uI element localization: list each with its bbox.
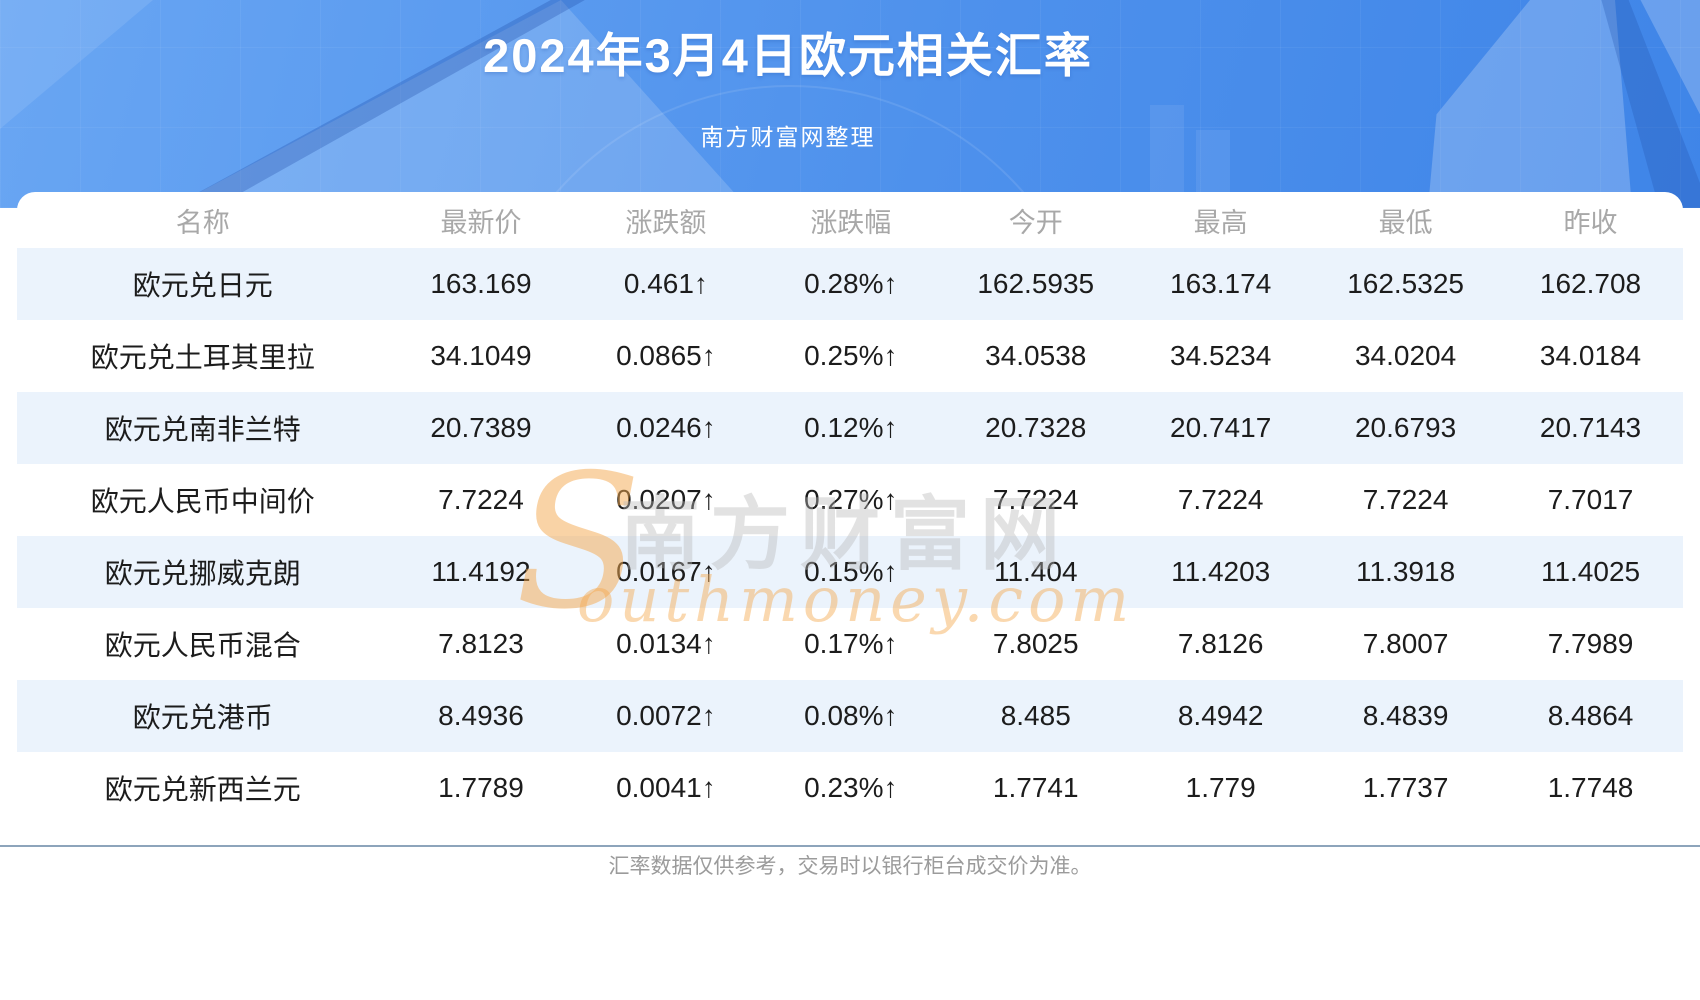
cell-low: 8.4839	[1362, 700, 1449, 731]
cell-change-amount: 0.0134↑	[616, 628, 716, 659]
cell-high: 11.4203	[1171, 556, 1271, 587]
cell-open: 7.7224	[992, 484, 1079, 515]
cell-prev-close: 162.708	[1539, 268, 1642, 299]
cell-prev-close: 7.7017	[1547, 484, 1634, 515]
cell-change-amount: 0.461↑	[623, 268, 708, 299]
table-body: 欧元兑日元 163.169 0.461↑ 0.28%↑ 162.5935 163…	[17, 248, 1683, 824]
banner	[0, 0, 1700, 208]
cell-currency-pair-name: 欧元兑日元	[132, 270, 273, 301]
cell-open: 7.8025	[992, 628, 1079, 659]
rates-table: 名称 最新价 涨跌额 涨跌幅 今开 最高 最低 昨收 欧元兑日元 163.169…	[17, 192, 1683, 824]
cell-high: 20.7417	[1170, 412, 1272, 443]
table-row: 欧元兑土耳其里拉 34.1049 0.0865↑ 0.25%↑ 34.0538 …	[17, 320, 1683, 392]
cell-latest-price: 163.169	[430, 268, 532, 299]
cell-currency-pair-name: 欧元兑港币	[132, 702, 273, 733]
cell-latest-price: 11.4192	[431, 556, 531, 587]
cell-low: 11.3918	[1356, 556, 1456, 587]
column-header-high: 最高	[1193, 207, 1248, 238]
cell-open: 11.404	[993, 556, 1078, 587]
cell-change-amount: 0.0167↑	[616, 556, 716, 587]
cell-low: 34.0204	[1354, 340, 1457, 371]
cell-currency-pair-name: 欧元兑挪威克朗	[104, 558, 301, 589]
cell-high: 34.5234	[1170, 340, 1272, 371]
cell-prev-close: 20.7143	[1539, 412, 1642, 443]
cell-low: 1.7737	[1362, 772, 1449, 803]
cell-currency-pair-name: 欧元人民币中间价	[90, 486, 315, 517]
cell-change-amount: 0.0072↑	[616, 700, 716, 731]
table-row: 欧元人民币混合 7.8123 0.0134↑ 0.17%↑ 7.8025 7.8…	[17, 608, 1683, 680]
cell-latest-price: 34.1049	[430, 340, 532, 371]
rates-card: 名称 最新价 涨跌额 涨跌幅 今开 最高 最低 昨收 欧元兑日元 163.169…	[17, 192, 1683, 824]
cell-high: 7.8126	[1177, 628, 1264, 659]
cell-currency-pair-name: 欧元兑南非兰特	[104, 414, 301, 445]
cell-low: 20.6793	[1354, 412, 1457, 443]
cell-change-amount: 0.0246↑	[616, 412, 716, 443]
cell-high: 163.174	[1170, 268, 1272, 299]
column-header-latest-price: 最新价	[440, 207, 522, 238]
column-header-change-amount: 涨跌额	[625, 207, 707, 238]
cell-high: 1.779	[1185, 772, 1256, 803]
page-header: 2024年3月4日欧元相关汇率 南方财富网整理	[0, 0, 1576, 152]
cell-prev-close: 11.4025	[1540, 556, 1641, 587]
cell-currency-pair-name: 欧元兑土耳其里拉	[90, 342, 315, 373]
cell-open: 162.5935	[977, 268, 1095, 299]
cell-change-percent: 0.25%↑	[804, 340, 898, 371]
cell-latest-price: 8.4936	[438, 700, 524, 731]
cell-prev-close: 7.7989	[1547, 628, 1634, 659]
footer-divider	[0, 845, 1700, 847]
page-title: 2024年3月4日欧元相关汇率	[483, 29, 1093, 82]
cell-latest-price: 20.7389	[430, 412, 532, 443]
cell-change-percent: 0.28%↑	[804, 268, 898, 299]
table-header-row: 名称 最新价 涨跌额 涨跌幅 今开 最高 最低 昨收	[17, 192, 1683, 248]
cell-latest-price: 7.8123	[438, 628, 524, 659]
cell-change-percent: 0.08%↑	[804, 700, 898, 731]
column-header-open: 今开	[1008, 207, 1063, 238]
cell-change-percent: 0.17%↑	[804, 628, 898, 659]
cell-open: 34.0538	[985, 340, 1087, 371]
cell-change-amount: 0.0041↑	[616, 772, 716, 803]
cell-prev-close: 1.7748	[1547, 772, 1634, 803]
cell-change-percent: 0.15%↑	[804, 556, 898, 587]
column-header-prev-close: 昨收	[1563, 207, 1618, 238]
cell-low: 7.7224	[1362, 484, 1449, 515]
cell-latest-price: 1.7789	[438, 772, 524, 803]
banner-bar-decoration	[1150, 105, 1184, 205]
column-header-low: 最低	[1378, 207, 1433, 238]
column-header-change-percent: 涨跌幅	[810, 207, 892, 238]
cell-change-amount: 0.0207↑	[616, 484, 716, 515]
cell-change-percent: 0.12%↑	[804, 412, 898, 443]
table-row: 欧元兑南非兰特 20.7389 0.0246↑ 0.12%↑ 20.7328 2…	[17, 392, 1683, 464]
table-row: 欧元兑挪威克朗 11.4192 0.0167↑ 0.15%↑ 11.404 11…	[17, 536, 1683, 608]
cell-high: 7.7224	[1177, 484, 1264, 515]
column-header-name: 名称	[175, 207, 230, 238]
cell-currency-pair-name: 欧元兑新西兰元	[104, 774, 301, 805]
cell-change-percent: 0.27%↑	[804, 484, 898, 515]
cell-low: 162.5325	[1347, 268, 1464, 299]
cell-open: 8.485	[1000, 700, 1071, 731]
table-row: 欧元兑新西兰元 1.7789 0.0041↑ 0.23%↑ 1.7741 1.7…	[17, 752, 1683, 824]
table-row: 欧元兑港币 8.4936 0.0072↑ 0.08%↑ 8.485 8.4942…	[17, 680, 1683, 752]
cell-open: 20.7328	[985, 412, 1087, 443]
cell-high: 8.4942	[1177, 700, 1264, 731]
cell-open: 1.7741	[992, 772, 1079, 803]
cell-prev-close: 34.0184	[1539, 340, 1642, 371]
cell-change-amount: 0.0865↑	[616, 340, 716, 371]
cell-low: 7.8007	[1362, 628, 1449, 659]
page-subtitle: 南方财富网整理	[700, 124, 876, 150]
table-row: 欧元兑日元 163.169 0.461↑ 0.28%↑ 162.5935 163…	[17, 248, 1683, 320]
footer-disclaimer: 汇率数据仅供参考，交易时以银行柜台成交价为准。	[608, 855, 1092, 878]
table-row: 欧元人民币中间价 7.7224 0.0207↑ 0.27%↑ 7.7224 7.…	[17, 464, 1683, 536]
cell-prev-close: 8.4864	[1547, 700, 1634, 731]
cell-latest-price: 7.7224	[438, 484, 524, 515]
cell-change-percent: 0.23%↑	[804, 772, 898, 803]
cell-currency-pair-name: 欧元人民币混合	[104, 630, 301, 661]
